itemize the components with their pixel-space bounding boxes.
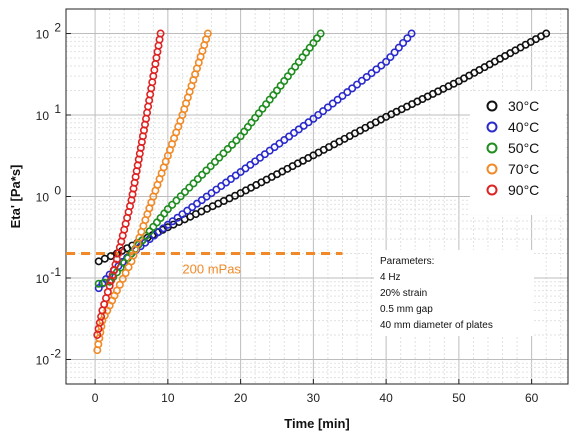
data-point xyxy=(228,140,237,149)
data-point xyxy=(542,29,551,38)
data-point xyxy=(309,114,318,123)
data-point xyxy=(185,183,194,192)
data-point xyxy=(377,61,386,70)
data-point xyxy=(333,95,342,104)
data-point xyxy=(328,99,337,108)
data-point xyxy=(232,136,241,145)
parameters-line: Parameters: xyxy=(380,256,434,267)
y-tick-exponent: 2 xyxy=(54,21,61,35)
legend-marker xyxy=(486,100,498,112)
x-tick-label: 20 xyxy=(234,391,248,405)
legend-marker xyxy=(486,121,498,133)
x-tick-label: 10 xyxy=(161,391,175,405)
legend-entry-label: 30°C xyxy=(508,98,539,114)
series-group xyxy=(93,29,551,355)
y-tick-label: 10 xyxy=(36,191,50,205)
data-point xyxy=(338,91,347,100)
x-tick-label: 0 xyxy=(92,391,99,405)
y-tick-exponent: 1 xyxy=(54,102,61,116)
parameters-line: 20% strain xyxy=(380,288,427,299)
data-point xyxy=(362,72,371,81)
legend-entry-label: 70°C xyxy=(508,161,539,177)
data-point xyxy=(168,200,177,209)
y-tick-label: 10 xyxy=(36,272,50,286)
parameters-line: 0.5 mm gap xyxy=(380,304,433,315)
data-point xyxy=(348,84,357,93)
y-tick-exponent: -2 xyxy=(50,346,61,360)
data-point xyxy=(193,175,202,184)
x-tick-label: 50 xyxy=(452,391,466,405)
data-point xyxy=(399,38,408,47)
data-point xyxy=(357,76,366,85)
data-point xyxy=(203,29,212,38)
data-point xyxy=(319,107,328,116)
data-point xyxy=(219,149,228,158)
data-point xyxy=(394,43,403,52)
y-tick-label: 10 xyxy=(36,353,50,367)
data-point xyxy=(343,88,352,97)
data-point xyxy=(206,162,215,171)
data-point xyxy=(390,48,399,57)
parameters-annotation: Parameters: 4 Hz 20% strain 0.5 mm gap 40 mm… xyxy=(374,250,534,336)
data-point xyxy=(94,279,103,288)
parameters-background xyxy=(374,250,534,336)
reference-line-label: 200 mPas xyxy=(182,261,241,276)
legend-marker xyxy=(486,163,498,175)
series-4 xyxy=(93,29,165,339)
data-point xyxy=(407,29,416,38)
data-point xyxy=(215,153,224,162)
data-point xyxy=(156,29,165,38)
data-point xyxy=(172,196,181,205)
x-tick-label: 40 xyxy=(379,391,393,405)
data-point xyxy=(180,187,189,196)
data-point xyxy=(223,145,232,154)
legend-background xyxy=(470,91,566,215)
data-point xyxy=(382,57,391,66)
y-tick-label: 10 xyxy=(36,28,50,42)
data-point xyxy=(323,103,332,112)
y-tick-exponent: 0 xyxy=(54,184,61,198)
data-point xyxy=(403,34,412,43)
y-tick-label: 10 xyxy=(36,109,50,123)
data-point xyxy=(386,53,395,62)
legend: 30°C 40°C 50°C 70°C 90°C xyxy=(470,91,566,215)
legend-entry-label: 40°C xyxy=(508,119,539,135)
data-point xyxy=(198,170,207,179)
parameters-line: 40 mm diameter of plates xyxy=(380,320,493,331)
legend-entry-label: 50°C xyxy=(508,140,539,156)
legend-marker xyxy=(486,142,498,154)
series-0 xyxy=(94,29,551,266)
x-axis-label: Time [min] xyxy=(284,416,350,431)
legend-marker xyxy=(486,184,498,196)
y-tick-exponent: -1 xyxy=(50,265,61,279)
data-point xyxy=(314,110,323,119)
data-point xyxy=(316,29,325,38)
data-point xyxy=(210,157,219,166)
data-point xyxy=(176,192,185,201)
x-tick-label: 30 xyxy=(307,391,321,405)
data-point xyxy=(202,166,211,175)
parameters-line: 4 Hz xyxy=(380,272,401,283)
data-point xyxy=(163,205,172,214)
y-axis-label: Eta' [Pa*s] xyxy=(8,165,23,229)
data-point xyxy=(367,69,376,78)
x-tick-label: 60 xyxy=(525,391,539,405)
legend-entry-label: 90°C xyxy=(508,182,539,198)
data-point xyxy=(372,65,381,74)
data-point xyxy=(353,80,362,89)
data-point xyxy=(189,179,198,188)
